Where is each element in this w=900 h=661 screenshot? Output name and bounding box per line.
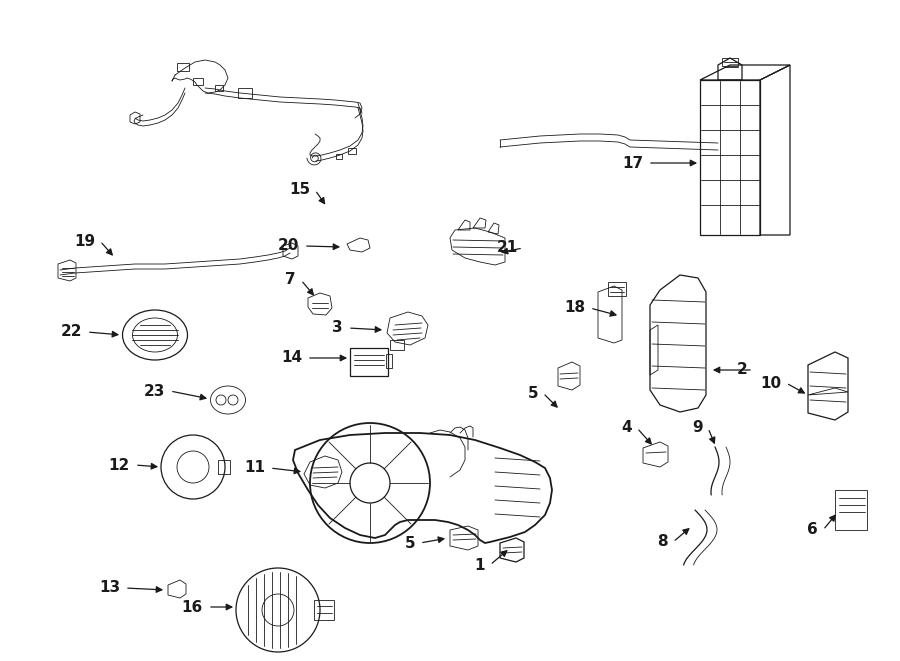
Bar [722, 58, 738, 66]
Text: 2: 2 [737, 362, 748, 377]
Bar [350, 348, 388, 376]
Text: 7: 7 [285, 272, 296, 288]
Text: 15: 15 [289, 182, 310, 198]
Text: 11: 11 [244, 461, 265, 475]
Text: 20: 20 [277, 239, 299, 254]
Text: 9: 9 [692, 420, 703, 436]
Text: 8: 8 [657, 535, 668, 549]
Text: 4: 4 [621, 420, 632, 436]
Text: 13: 13 [99, 580, 120, 596]
Text: 18: 18 [564, 301, 585, 315]
Text: 5: 5 [527, 385, 538, 401]
Text: 5: 5 [404, 535, 415, 551]
Text: 23: 23 [144, 383, 165, 399]
Text: 22: 22 [60, 325, 82, 340]
Text: 17: 17 [622, 155, 643, 171]
Bar [700, 80, 760, 235]
Bar [314, 600, 334, 620]
Bar [336, 154, 342, 159]
Ellipse shape [132, 318, 177, 352]
Text: 12: 12 [109, 457, 130, 473]
Bar [608, 282, 626, 296]
Text: 3: 3 [332, 321, 343, 336]
Bar [390, 340, 404, 350]
Bar [238, 88, 252, 98]
Text: 16: 16 [182, 600, 203, 615]
Bar [348, 148, 356, 154]
Bar [215, 85, 223, 91]
Ellipse shape [211, 386, 246, 414]
Text: 14: 14 [281, 350, 302, 366]
Text: 21: 21 [497, 241, 518, 256]
Text: 10: 10 [760, 375, 781, 391]
Text: 6: 6 [807, 522, 818, 537]
Bar [835, 490, 867, 530]
Text: 1: 1 [474, 557, 485, 572]
Bar [193, 78, 203, 85]
Bar [386, 354, 392, 368]
Bar [218, 460, 230, 474]
Ellipse shape [122, 310, 187, 360]
Bar [177, 63, 189, 71]
Text: 19: 19 [74, 233, 95, 249]
